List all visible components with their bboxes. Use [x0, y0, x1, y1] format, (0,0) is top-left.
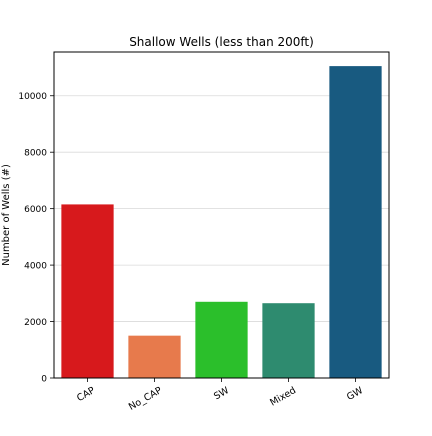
y-tick-label: 0 — [41, 375, 47, 385]
bar-no-cap — [128, 335, 181, 378]
x-tick-label: Mixed — [268, 385, 298, 409]
bar-gw — [329, 66, 382, 379]
bar-cap — [61, 204, 114, 378]
x-tick-label: CAP — [75, 385, 97, 404]
y-axis-ticks: 0 2000 4000 6000 8000 10000 — [18, 92, 54, 385]
bar-mixed — [262, 303, 315, 378]
chart-title: Shallow Wells (less than 200ft) — [129, 35, 314, 49]
y-tick-label: 10000 — [18, 92, 47, 102]
x-axis-ticks: CAP No_CAP SW Mixed GW — [75, 378, 366, 413]
y-tick-label: 4000 — [24, 262, 47, 272]
y-axis-label: Number of Wells (#) — [1, 164, 12, 266]
x-tick-label: SW — [212, 385, 231, 403]
x-tick-label: No_CAP — [127, 385, 164, 413]
y-tick-label: 2000 — [24, 318, 47, 328]
bars — [61, 66, 382, 379]
x-tick-label: GW — [345, 385, 366, 403]
y-tick-label: 6000 — [24, 205, 47, 215]
bar-sw — [195, 301, 248, 378]
y-tick-label: 8000 — [24, 149, 47, 159]
